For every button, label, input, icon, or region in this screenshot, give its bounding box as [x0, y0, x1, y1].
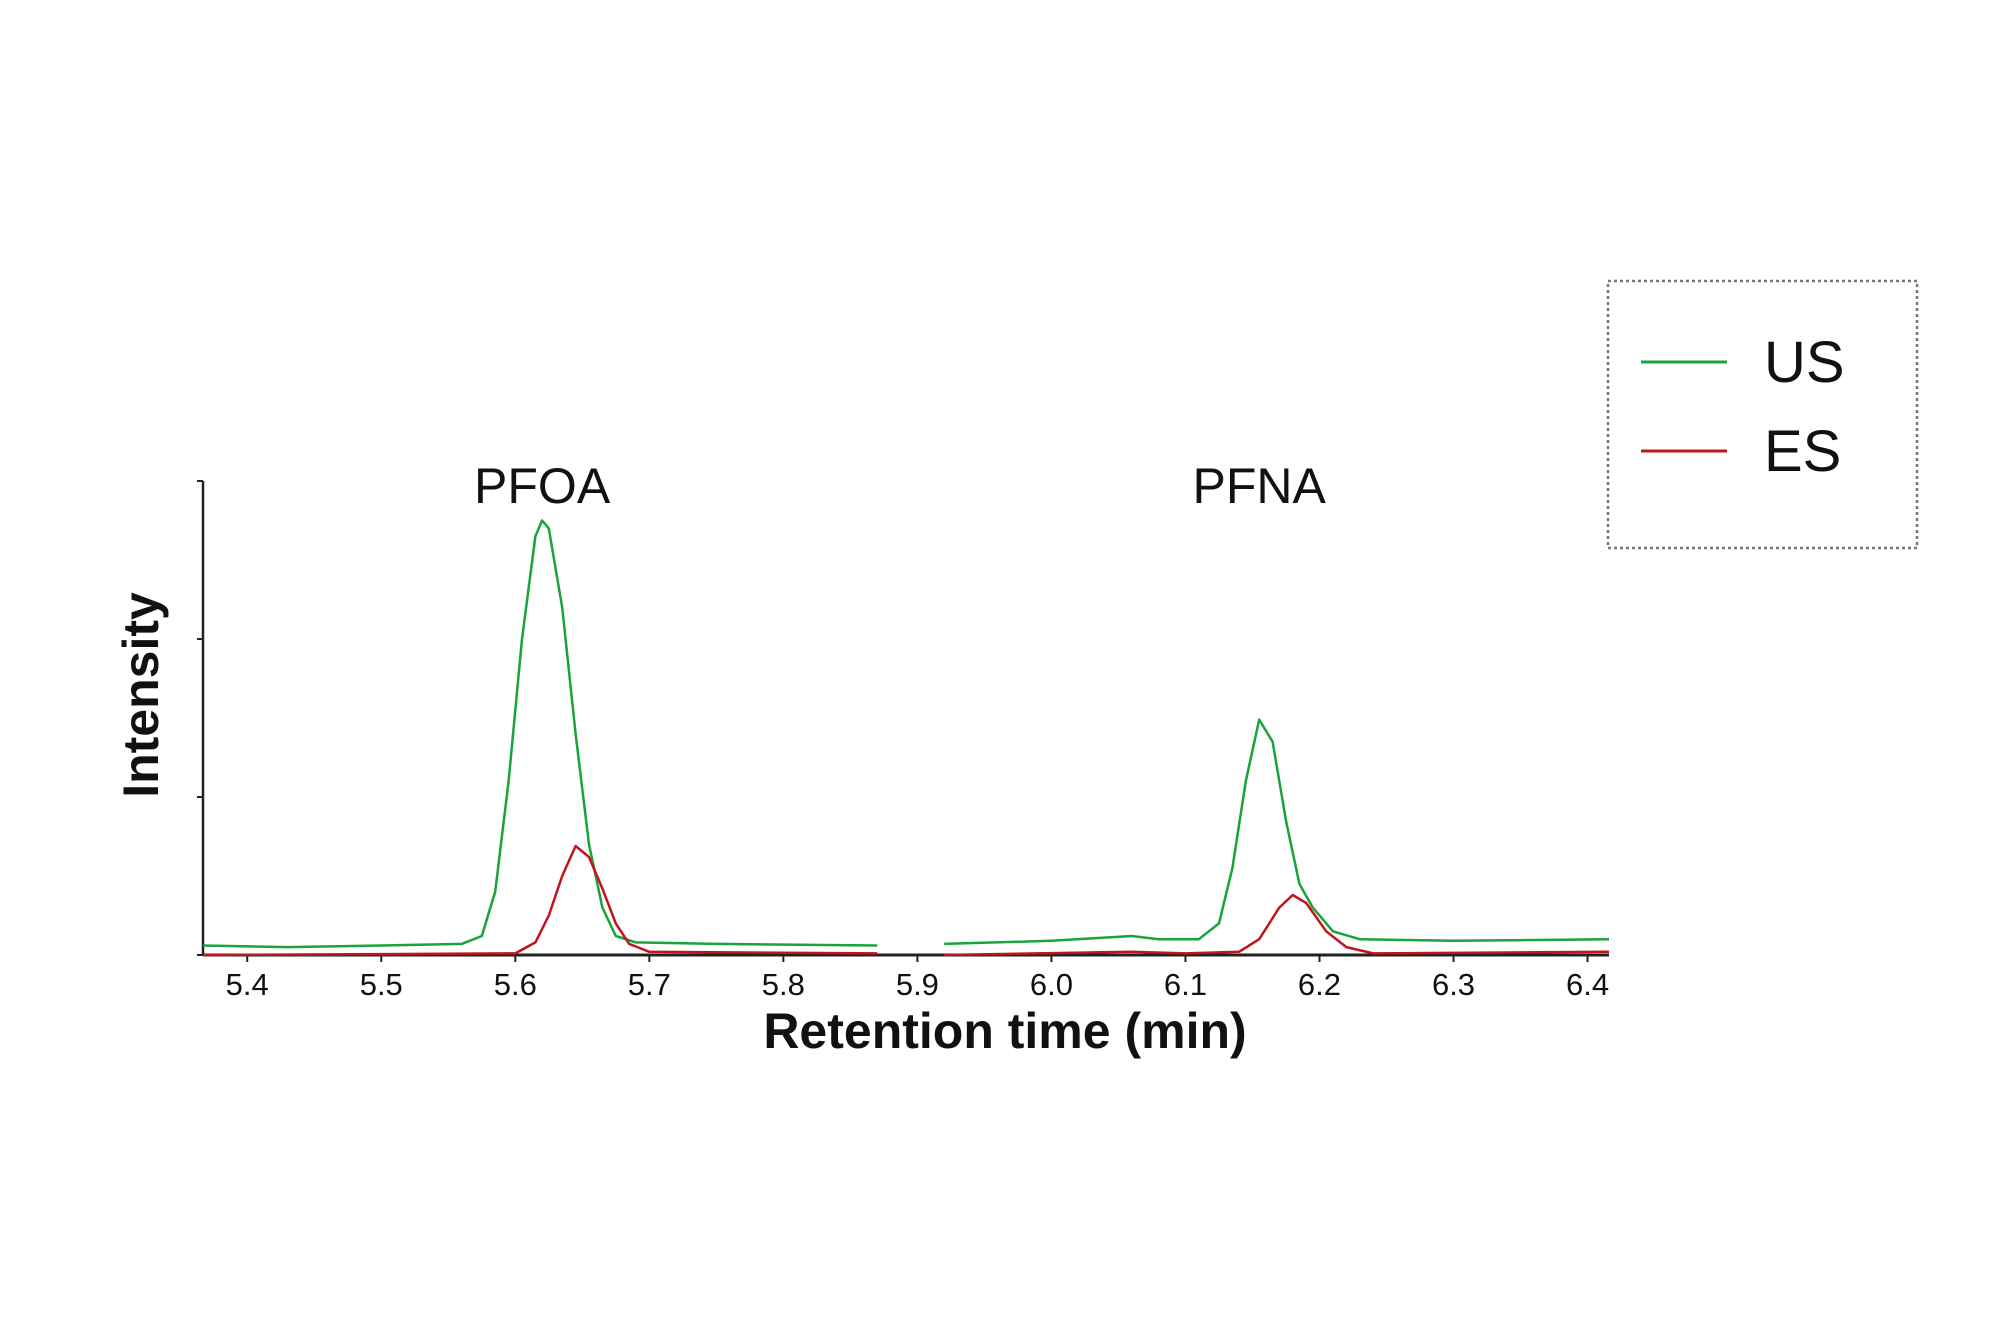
x-tick-label: 5.4 [226, 967, 269, 1002]
x-tick-label: 6.3 [1432, 967, 1475, 1002]
series-line-us [202, 519, 878, 949]
x-tick-label: 5.5 [360, 967, 403, 1002]
legend-label-es: ES [1764, 419, 1841, 484]
x-tick-label: 6.2 [1298, 967, 1341, 1002]
x-tick-label: 5.8 [762, 967, 805, 1002]
x-tick-label: 5.7 [628, 967, 671, 1002]
x-tick-label: 5.9 [896, 967, 939, 1002]
axes [201, 481, 1609, 957]
legend: US ES [1606, 279, 1919, 550]
y-axis-label: Intensity [113, 592, 169, 798]
legend-box [1606, 279, 1919, 550]
x-tick-label: 6.4 [1566, 967, 1609, 1002]
x-tick-label: 5.6 [494, 967, 537, 1002]
series-line-es [944, 893, 1610, 957]
legend-label-us: US [1764, 330, 1845, 395]
series-line-es [202, 844, 878, 957]
peak-label-pfna: PFNA [1192, 458, 1326, 514]
x-tick-label: 6.0 [1030, 967, 1073, 1002]
peak-label-pfoa: PFOA [474, 458, 611, 514]
series-line-us [944, 718, 1610, 946]
x-axis-label: Retention time (min) [763, 1003, 1246, 1059]
x-tick-label: 6.1 [1164, 967, 1207, 1002]
